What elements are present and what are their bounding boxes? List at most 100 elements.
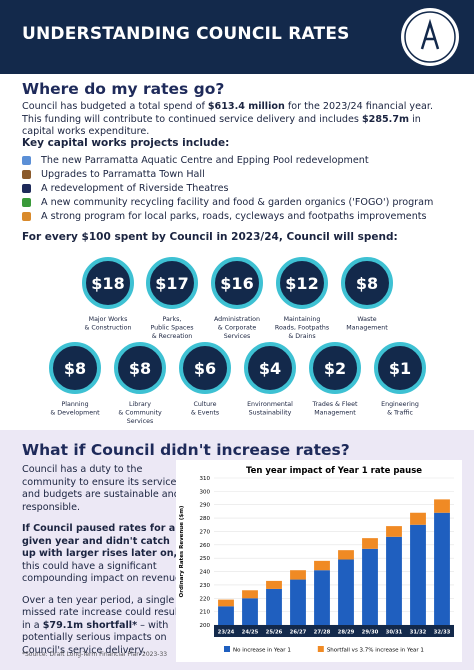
y-tick-label: 310	[200, 476, 211, 482]
spend-label: Trades & Fleet	[311, 401, 358, 408]
project-text: A strong program for local parks, roads,…	[41, 210, 427, 222]
spend-label: Engineering	[381, 401, 419, 408]
project-text: The new Parramatta Aquatic Centre and Ep…	[41, 154, 369, 166]
chart: Ten year impact of Year 1 rate pause Ordi…	[176, 460, 462, 662]
y-tick-label: 220	[200, 596, 211, 602]
spend-label: & Recreation	[152, 333, 193, 340]
project-icon	[22, 155, 31, 165]
project-item: A strong program for local parks, roads,…	[22, 209, 462, 223]
project-text: Upgrades to Parramatta Town Hall	[41, 168, 205, 180]
text-run: $285.7m	[361, 113, 410, 125]
spend-label: & Traffic	[387, 410, 413, 417]
y-tick-label: 200	[200, 623, 211, 629]
bar-segment	[386, 526, 402, 537]
spend-label: Waste	[357, 316, 376, 323]
legend-label: No increase in Year 1	[233, 648, 291, 654]
x-tick-label: 27/28	[314, 630, 331, 636]
bar-segment	[266, 580, 282, 589]
project-icon	[22, 211, 31, 221]
project-item: Upgrades to Parramatta Town Hall	[22, 167, 462, 181]
spend-circles: $18 Major Works & Construction $17 Parks, Pub…	[49, 257, 426, 425]
paragraph: If Council paused rates for a given year…	[22, 523, 184, 586]
spend-ring	[49, 342, 101, 394]
spend-label: Culture	[194, 401, 217, 408]
y-axis-label: Ordinary Rates Revenue ($m)	[179, 505, 185, 597]
spend-amount: $8	[129, 359, 151, 378]
bar-segment	[314, 570, 330, 625]
spend-amount: $6	[194, 359, 216, 378]
project-icon	[22, 183, 31, 193]
chart-title: Ten year impact of Year 1 rate pause	[246, 466, 422, 476]
spend-label: Administration	[214, 316, 260, 323]
bar-segment	[434, 499, 450, 513]
y-tick-label: 240	[200, 570, 211, 576]
header	[0, 0, 474, 74]
text-run: for the 2023/24 financial year. This fun…	[22, 101, 433, 125]
text-run: Council has budgeted a total spend of	[22, 101, 208, 112]
section-heading: What if Council didn't increase rates?	[22, 441, 350, 459]
legend-swatch	[317, 646, 324, 652]
spend-ring	[309, 342, 361, 394]
paragraph: Council has budgeted a total spend of $6…	[22, 101, 452, 139]
spend-amount: $12	[285, 274, 318, 293]
spend-label: & Community	[118, 410, 162, 417]
spend-ring	[146, 257, 198, 309]
y-tick-label: 210	[200, 610, 211, 616]
bar-segment	[362, 548, 378, 625]
spend-amount: $8	[356, 274, 378, 293]
spend-label: Maintaining	[284, 316, 321, 323]
footnote: *Source: Draft Long-Term Financial Plan …	[22, 651, 168, 658]
project-item: A redevelopment of Riverside Theatres	[22, 181, 462, 195]
spend-amount: $1	[389, 359, 411, 378]
spend-label: Library	[129, 401, 151, 408]
spend-amount: $4	[259, 359, 281, 378]
y-tick-label: 260	[200, 543, 211, 549]
legend-swatch	[224, 646, 230, 652]
spend-label: Planning	[61, 401, 88, 408]
project-item: The new Parramatta Aquatic Centre and Ep…	[22, 153, 462, 167]
spend-amount: $8	[64, 359, 86, 378]
spend-label: & Construction	[84, 325, 131, 332]
paragraph: Over a ten year period, a single missed …	[22, 595, 184, 658]
spend-label: Services	[224, 333, 251, 340]
spend-label: Environmental	[247, 401, 293, 408]
bar-segment	[242, 590, 258, 599]
spend-ring	[276, 257, 328, 309]
spend-label: Sustainability	[249, 410, 292, 417]
spend-label: Major Works	[89, 316, 128, 323]
project-list: The new Parramatta Aquatic Centre and Ep…	[22, 153, 462, 223]
spend-ring	[244, 342, 296, 394]
bar-segment	[290, 579, 306, 625]
spend-ring	[211, 257, 263, 309]
project-icon	[22, 169, 31, 179]
spend-label: Management	[314, 410, 356, 417]
project-item: A new community recycling facility and f…	[22, 195, 462, 209]
y-tick-label: 250	[200, 556, 211, 562]
x-tick-label: 28/29	[338, 630, 355, 636]
text-run: Over a ten year period, a single missed …	[22, 594, 182, 631]
x-tick-label: 23/24	[218, 630, 235, 636]
spend-amount: $18	[91, 274, 124, 293]
spend-ring	[179, 342, 231, 394]
x-tick-label: 29/30	[362, 630, 379, 636]
legend-label: Shortfall vs 3.7% increase in Year 1	[327, 648, 424, 654]
bar-segment	[290, 570, 306, 580]
spend-label: & Development	[50, 410, 100, 417]
text-column: Council has a duty to the community to e…	[22, 464, 184, 666]
bar-segment	[362, 538, 378, 549]
bar-segment	[410, 512, 426, 525]
bar-segment	[218, 606, 234, 625]
bar-segment	[314, 560, 330, 571]
bar-segment	[410, 524, 426, 625]
logo	[401, 8, 459, 66]
y-tick-label: 270	[200, 529, 211, 535]
text-run: $613.4 million	[207, 101, 285, 112]
project-text: A redevelopment of Riverside Theatres	[41, 182, 229, 194]
spend-label: & Events	[191, 410, 219, 417]
spend-label: & Corporate	[218, 325, 257, 332]
text-run: If Council paused rates for a given year…	[22, 523, 178, 559]
spend-label: & Drains	[288, 333, 315, 340]
spend-ring	[374, 342, 426, 394]
spend-amount: $17	[155, 274, 188, 293]
